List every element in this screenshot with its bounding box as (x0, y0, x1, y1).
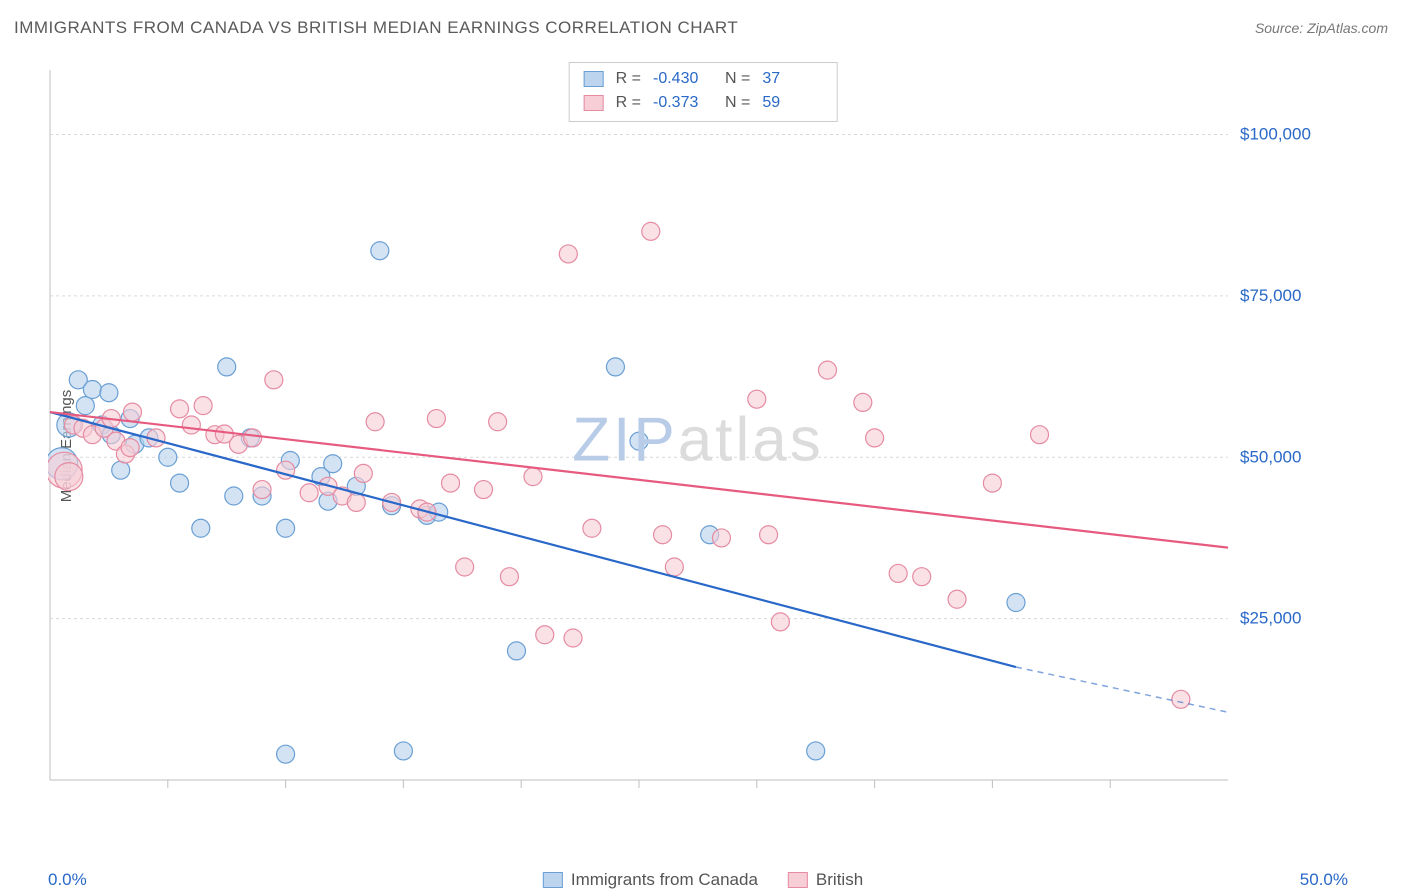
chart-title: IMMIGRANTS FROM CANADA VS BRITISH MEDIAN… (14, 18, 738, 38)
r-label: R = (616, 67, 641, 91)
x-axis-end-label: 50.0% (1300, 870, 1348, 890)
swatch-british (584, 95, 604, 111)
source-attribution: Source: ZipAtlas.com (1255, 20, 1388, 36)
r-label: R = (616, 91, 641, 115)
correlation-legend: R = -0.430 N = 37 R = -0.373 N = 59 (569, 62, 838, 122)
legend-row-canada: R = -0.430 N = 37 (584, 67, 823, 91)
swatch-british (788, 872, 808, 888)
swatch-canada (584, 71, 604, 87)
scatter-chart-svg: $25,000 $50,000 $75,000 $100,000 (48, 60, 1348, 820)
n-value-british: 59 (762, 91, 822, 115)
swatch-canada (543, 872, 563, 888)
n-label: N = (725, 91, 750, 115)
r-value-british: -0.373 (653, 91, 713, 115)
n-label: N = (725, 67, 750, 91)
svg-text:$100,000: $100,000 (1240, 125, 1311, 144)
x-axis-start-label: 0.0% (48, 870, 87, 890)
legend-label-british: British (816, 870, 863, 890)
legend-item-canada: Immigrants from Canada (543, 870, 758, 890)
svg-text:$50,000: $50,000 (1240, 447, 1301, 466)
r-value-canada: -0.430 (653, 67, 713, 91)
plot-area: $25,000$50,000$75,000$100,000 ZIPatlas (48, 60, 1348, 820)
series-legend: Immigrants from Canada British (543, 870, 863, 890)
svg-text:$25,000: $25,000 (1240, 609, 1301, 628)
legend-label-canada: Immigrants from Canada (571, 870, 758, 890)
legend-item-british: British (788, 870, 863, 890)
legend-row-british: R = -0.373 N = 59 (584, 91, 823, 115)
svg-text:$75,000: $75,000 (1240, 286, 1301, 305)
n-value-canada: 37 (762, 67, 822, 91)
